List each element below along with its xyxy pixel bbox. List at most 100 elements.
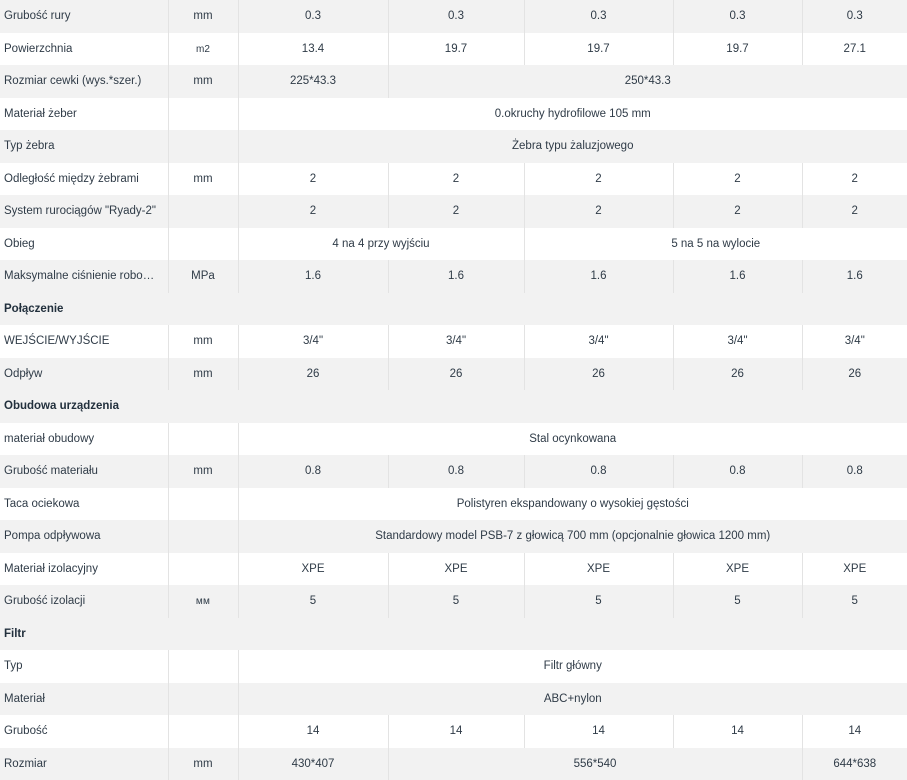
row-param-label: Maksymalne ciśnienie robocze: [0, 260, 168, 293]
row-value-cell: 4 na 4 przy wyjściu: [238, 228, 524, 261]
row-param-label: Odpływ: [0, 358, 168, 391]
row-unit-label: [168, 650, 238, 683]
row-unit-label: [168, 715, 238, 748]
row-value-cell: 0.8: [238, 455, 388, 488]
section-header-label: Połączenie: [0, 293, 907, 326]
row-unit-label: [168, 195, 238, 228]
row-param-label: Grubość izolacji: [0, 585, 168, 618]
row-unit-label: mm: [168, 455, 238, 488]
row-param-label: Powierzchnia: [0, 33, 168, 66]
row-value-cell: 5: [524, 585, 673, 618]
row-value-cell: 27.1: [802, 33, 907, 66]
row-value-cell: Filtr główny: [238, 650, 907, 683]
row-value-cell: 26: [802, 358, 907, 391]
row-value-cell: 0.3: [802, 0, 907, 33]
row-value-cell: 14: [524, 715, 673, 748]
row-unit-label: m2: [168, 33, 238, 66]
row-value-cell: XPE: [673, 553, 802, 586]
table-row: Typ Filtr główny: [0, 650, 907, 683]
row-unit-label: мм: [168, 585, 238, 618]
unit-text: mm: [193, 335, 212, 347]
row-param-label: Typ: [0, 650, 168, 683]
row-value-cell: 5: [802, 585, 907, 618]
section-header-row: Obudowa urządzenia: [0, 390, 907, 423]
row-unit-label: [168, 520, 238, 553]
section-header-row: Filtr: [0, 618, 907, 651]
row-unit-label: [168, 683, 238, 716]
row-value-cell: 0.8: [388, 455, 524, 488]
row-value-cell: 1.6: [388, 260, 524, 293]
row-value-cell: 3/4": [388, 325, 524, 358]
row-value-cell: 26: [388, 358, 524, 391]
row-unit-label: mm: [168, 65, 238, 98]
row-value-cell: 19.7: [673, 33, 802, 66]
row-param-label: Grubość: [0, 715, 168, 748]
unit-text: mm: [193, 10, 212, 22]
row-value-cell: 2: [238, 195, 388, 228]
section-header-row: Połączenie: [0, 293, 907, 326]
row-unit-label: [168, 130, 238, 163]
unit-text: mm: [193, 75, 212, 87]
row-param-label: Materiał izolacyjny: [0, 553, 168, 586]
row-value-cell: 14: [802, 715, 907, 748]
row-value-cell: 2: [524, 195, 673, 228]
row-param-label: Grubość rury: [0, 0, 168, 33]
row-value-cell: 556*540: [388, 748, 802, 780]
section-header-label: Obudowa urządzenia: [0, 390, 907, 423]
row-value-cell: 5: [388, 585, 524, 618]
row-param-label: Pompa odpływowa: [0, 520, 168, 553]
row-value-cell: Polistyren ekspandowany o wysokiej gęsto…: [238, 488, 907, 521]
row-value-cell: 2: [238, 163, 388, 196]
unit-text: mm: [193, 465, 212, 477]
row-value-cell: 0.3: [388, 0, 524, 33]
row-param-label: Materiał: [0, 683, 168, 716]
row-value-cell: 5: [673, 585, 802, 618]
row-value-cell: 2: [673, 195, 802, 228]
unit-text: mm: [193, 758, 212, 770]
row-value-cell: 0.3: [673, 0, 802, 33]
row-value-cell: 0.okruchy hydrofilowe 105 mm: [238, 98, 907, 131]
unit-text: mm: [193, 368, 212, 380]
row-unit-label: MPa: [168, 260, 238, 293]
section-header-label: Filtr: [0, 618, 907, 651]
row-unit-label: [168, 98, 238, 131]
row-value-cell: 1.6: [238, 260, 388, 293]
row-value-cell: ABC+nylon: [238, 683, 907, 716]
row-value-cell: 250*43.3: [388, 65, 907, 98]
row-value-cell: 3/4": [524, 325, 673, 358]
row-value-cell: 0.8: [524, 455, 673, 488]
row-value-cell: 19.7: [388, 33, 524, 66]
row-value-cell: 1.6: [802, 260, 907, 293]
unit-text: m2: [196, 44, 210, 55]
row-value-cell: 0.8: [802, 455, 907, 488]
row-value-cell: 2: [388, 163, 524, 196]
row-value-cell: 14: [388, 715, 524, 748]
row-param-label: materiał obudowy: [0, 423, 168, 456]
row-unit-label: mm: [168, 748, 238, 780]
row-value-cell: 644*638: [802, 748, 907, 780]
row-param-label: System rurociągów "Ryady-2": [0, 195, 168, 228]
row-value-cell: Żebra typu żaluzjowego: [238, 130, 907, 163]
row-value-cell: XPE: [524, 553, 673, 586]
row-unit-label: mm: [168, 0, 238, 33]
row-value-cell: 14: [673, 715, 802, 748]
row-param-label: Typ żebra: [0, 130, 168, 163]
row-unit-label: mm: [168, 163, 238, 196]
row-value-cell: 13.4: [238, 33, 388, 66]
row-param-label: Rozmiar cewki (wys.*szer.): [0, 65, 168, 98]
row-value-cell: 19.7: [524, 33, 673, 66]
row-value-cell: 5 na 5 na wylocie: [524, 228, 907, 261]
row-value-cell: 0.8: [673, 455, 802, 488]
